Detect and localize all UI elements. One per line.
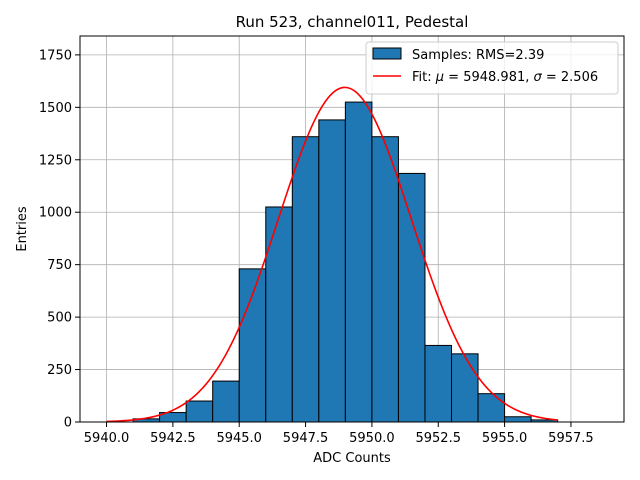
x-axis-label: ADC Counts xyxy=(313,451,391,466)
histogram-bar xyxy=(291,136,320,423)
legend: Samples: RMS=2.39 Fit: μ = 5948.981, σ =… xyxy=(365,41,619,95)
y-tick-label: 1500 xyxy=(39,101,72,116)
histogram-bar xyxy=(265,206,293,423)
histogram-bar xyxy=(238,268,267,423)
x-tick-label: 5942.5 xyxy=(150,431,196,446)
y-tick-label: 1000 xyxy=(39,206,72,221)
plot-frame xyxy=(79,35,625,423)
histogram-bar xyxy=(212,380,240,423)
x-tick-label: 5945.0 xyxy=(216,431,262,446)
x-tick-label: 5940.0 xyxy=(84,431,130,446)
histogram-bar xyxy=(477,393,506,423)
histogram-bar xyxy=(371,136,399,423)
fit-curve-layer xyxy=(106,86,558,423)
x-tick-label: 5957.5 xyxy=(548,431,594,446)
x-axis-ticks: 5940.0 5942.5 5945.0 5947.5 5950.0 5952.5 5955… xyxy=(84,422,594,446)
x-tick-label: 5950.0 xyxy=(349,431,395,446)
y-tick-label: 0 xyxy=(64,416,72,431)
histogram-bar xyxy=(424,344,453,423)
y-axis-ticks: 0 250 500 750 1000 1250 1500 1750 xyxy=(39,48,80,431)
fit-curve xyxy=(106,86,558,423)
histogram-bar xyxy=(397,172,426,423)
histogram-bar xyxy=(344,101,373,423)
x-tick-label: 5952.5 xyxy=(415,431,461,446)
y-tick-label: 1250 xyxy=(39,153,72,168)
chart-title: Run 523, channel011, Pedestal xyxy=(236,13,469,31)
y-tick-label: 250 xyxy=(47,363,72,378)
histogram-bar xyxy=(451,353,479,423)
y-axis-label: Entries xyxy=(15,206,30,252)
legend-label-histogram: Samples: RMS=2.39 xyxy=(412,48,544,63)
y-tick-label: 500 xyxy=(47,311,72,326)
histogram-bar xyxy=(504,416,532,423)
x-tick-label: 5955.0 xyxy=(482,431,528,446)
histogram-bar xyxy=(318,119,346,423)
legend-swatch-histogram xyxy=(372,47,402,60)
histogram-bars xyxy=(132,101,559,423)
x-tick-label: 5947.5 xyxy=(283,431,329,446)
legend-label-fit: Fit: μ = 5948.981, σ = 2.506 xyxy=(412,70,598,85)
y-tick-label: 750 xyxy=(47,258,72,273)
histogram-bar xyxy=(185,400,214,423)
legend-box xyxy=(365,41,619,95)
y-tick-label: 1750 xyxy=(39,48,72,63)
